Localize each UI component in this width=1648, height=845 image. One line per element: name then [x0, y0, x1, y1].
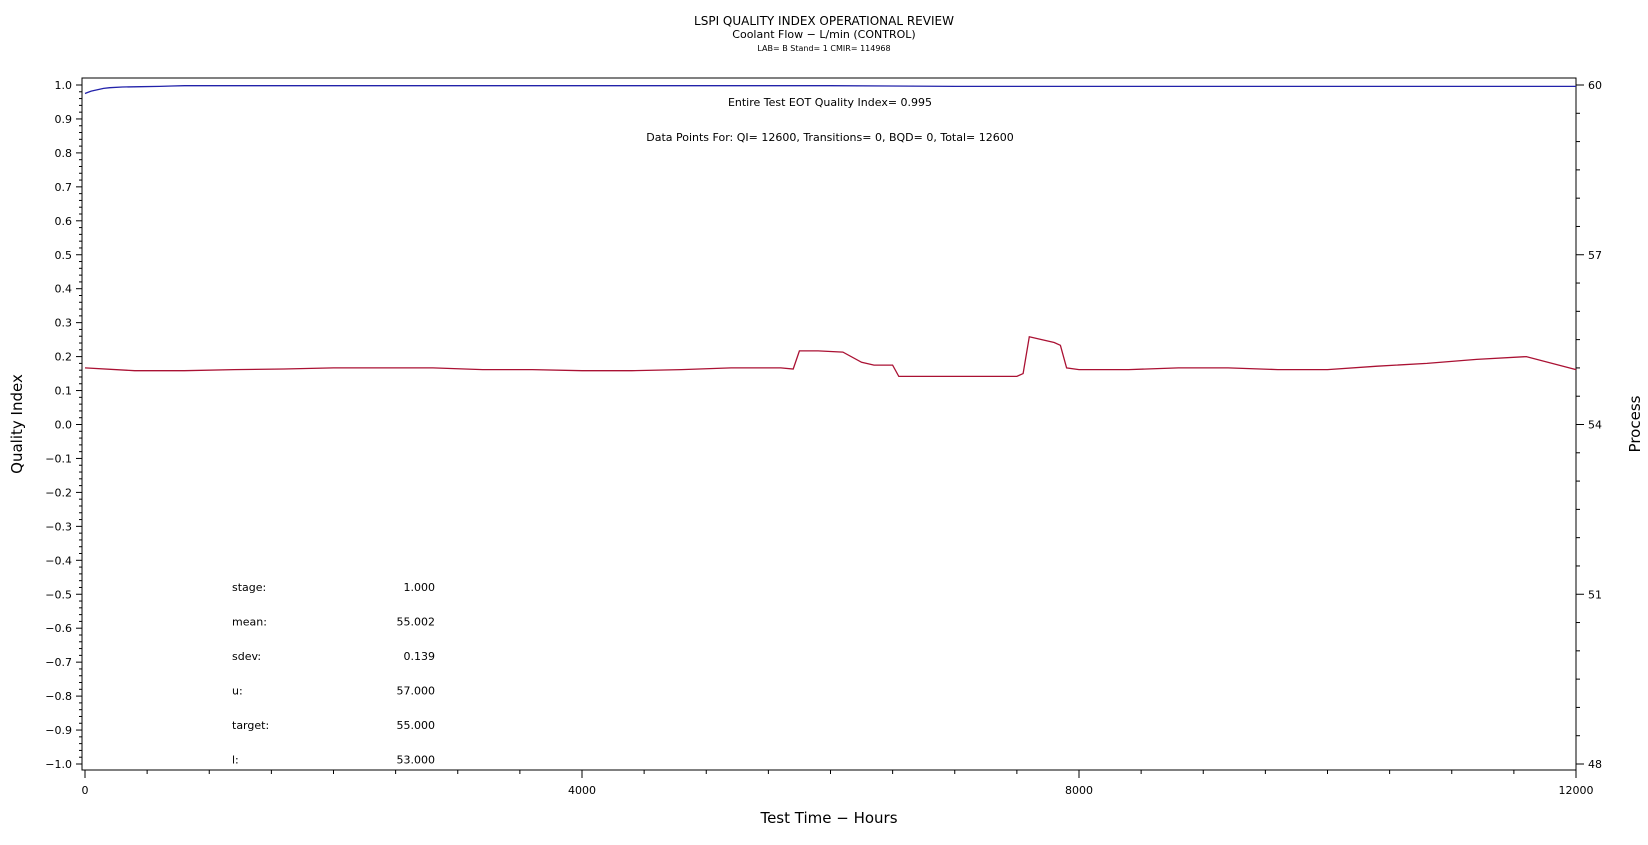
stat-value: 55.000 [397, 719, 436, 732]
y-tick-label: 0.3 [55, 317, 73, 330]
y-tick-label: 0.5 [55, 249, 73, 262]
y-tick-label: 0.9 [55, 113, 73, 126]
y2-tick-label: 60 [1588, 79, 1602, 92]
series-line-2 [84, 336, 1577, 378]
y-axis-label: Quality Index [8, 374, 26, 474]
stat-value: 0.139 [404, 650, 436, 663]
y-tick-label: 0.1 [55, 385, 73, 398]
y-tick-label: −0.1 [45, 452, 72, 465]
stat-label: mean: [232, 616, 267, 629]
plot-frame [81, 77, 1577, 771]
chart-subtitle-lab: LAB= B Stand= 1 CMIR= 114968 [757, 44, 890, 53]
chart-subtitle: Coolant Flow − L/min (CONTROL) [732, 28, 915, 41]
y-tick-label: 1.0 [55, 79, 73, 92]
y-tick-label: 0.6 [55, 215, 73, 228]
y-tick-label: 0.4 [55, 283, 73, 296]
eot-quality-annotation: Entire Test EOT Quality Index= 0.995 [728, 96, 932, 109]
stat-value: 53.000 [397, 754, 436, 767]
y-tick-label: −0.4 [45, 554, 72, 567]
y-tick-label: 0.2 [55, 351, 73, 364]
stat-label: target: [232, 719, 269, 732]
x-tick-label: 8000 [1065, 784, 1093, 797]
y-tick-label: −0.8 [45, 690, 72, 703]
y-tick-label: −0.9 [45, 724, 72, 737]
x-tick-label: 0 [82, 784, 89, 797]
y-tick-label: 0.7 [55, 181, 73, 194]
series-line-1 [84, 85, 1576, 95]
stat-label: sdev: [232, 650, 261, 663]
x-axis-label: Test Time − Hours [759, 809, 897, 827]
y-tick-label: −1.0 [45, 758, 72, 771]
stat-label: u: [232, 685, 243, 698]
stat-value: 55.002 [397, 616, 436, 629]
y-tick-label: −0.2 [45, 486, 72, 499]
stats-block: stage: 1.000 mean: 55.002 sdev: 0.139 u: 57.000… [232, 581, 435, 767]
data-points-annotation: Data Points For: QI= 12600, Transitions=… [646, 131, 1014, 144]
y-tick-label: −0.5 [45, 588, 72, 601]
tick-layer: 1.0 0.9 0.8 0.7 0.6 0.5 0.4 0.3 0.2 0.1 0.0 −0.1 −0.… [45, 79, 1602, 797]
chart-title: LSPI QUALITY INDEX OPERATIONAL REVIEW [694, 14, 954, 28]
y2-tick-label: 48 [1588, 758, 1602, 771]
y2-axis-label: Process [1626, 395, 1644, 452]
y-tick-label: −0.3 [45, 520, 72, 533]
stat-label: l: [232, 754, 239, 767]
series-layer [84, 85, 1577, 378]
stat-value: 57.000 [397, 685, 436, 698]
x-tick-label: 4000 [568, 784, 596, 797]
y-tick-label: −0.6 [45, 622, 72, 635]
y-tick-label: −0.7 [45, 656, 72, 669]
stat-value: 1.000 [404, 581, 436, 594]
y2-tick-label: 51 [1588, 588, 1602, 601]
stat-label: stage: [232, 581, 266, 594]
y-tick-label: 0.8 [55, 147, 73, 160]
y2-tick-label: 57 [1588, 249, 1602, 262]
y-tick-label: 0.0 [55, 419, 73, 432]
x-tick-label: 12000 [1559, 784, 1594, 797]
y2-tick-label: 54 [1588, 419, 1602, 432]
